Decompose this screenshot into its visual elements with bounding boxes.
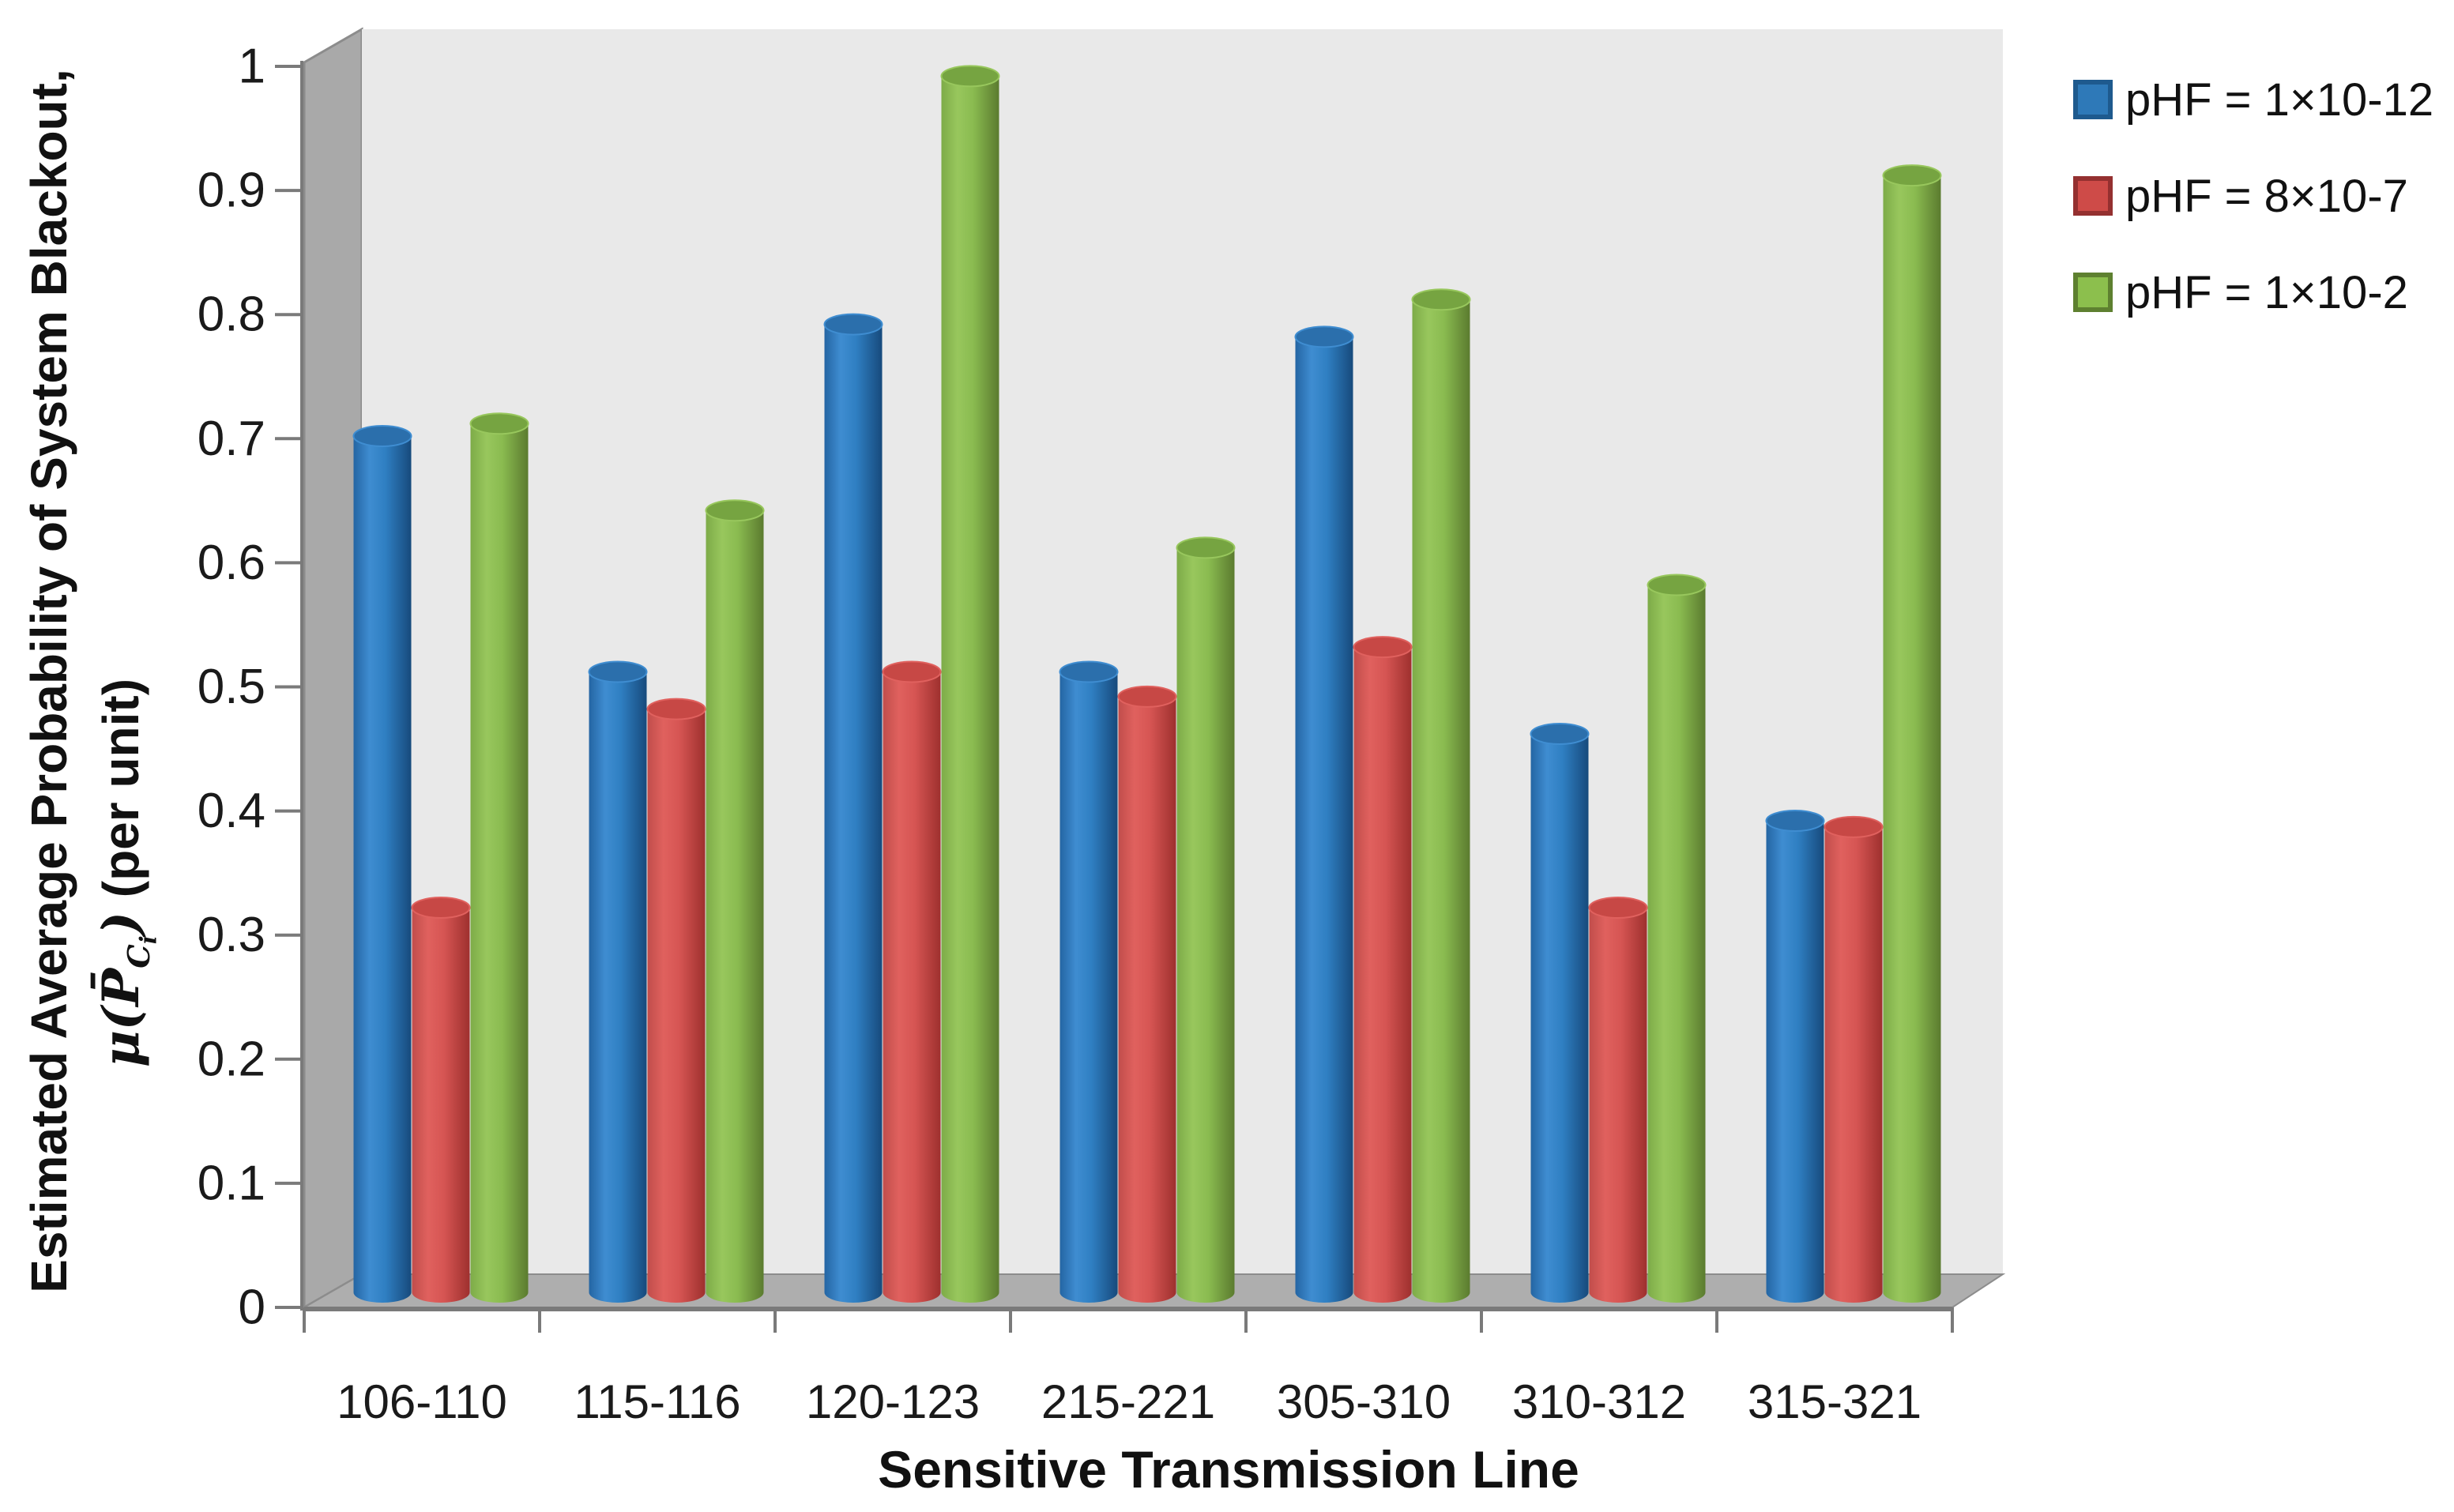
legend-swatch-1 bbox=[2073, 80, 2113, 119]
bar-305-310-series1 bbox=[1294, 325, 1354, 1303]
y-tick-label-0: 0 bbox=[239, 1281, 265, 1335]
x-category-label-120-123: 120-123 bbox=[806, 1375, 980, 1428]
y-axis-title-line1: Estimated Average Probability of System … bbox=[21, 69, 77, 1293]
y-tick-label-0.9: 0.9 bbox=[198, 164, 265, 218]
legend-label-3: pHF = 1×10-2 bbox=[2125, 266, 2408, 318]
bar-120-123-series3 bbox=[940, 65, 1000, 1303]
left-wall bbox=[303, 27, 363, 1310]
x-category-label-310-312: 310-312 bbox=[1512, 1375, 1686, 1428]
math-mu-expression: μ(P̄Ci) bbox=[91, 912, 162, 1068]
legend-item-3: pHF = 1×10-2 bbox=[2073, 266, 2433, 318]
bar-315-321-series1 bbox=[1765, 810, 1825, 1303]
per-unit-label: (per unit) bbox=[92, 678, 149, 912]
y-tick-label-0.8: 0.8 bbox=[198, 288, 265, 342]
legend-item-1: pHF = 1×10-12 bbox=[2073, 73, 2434, 126]
y-tick-label-1: 1 bbox=[239, 39, 265, 94]
legend-label-1: pHF = 1×10-12 bbox=[2125, 73, 2434, 126]
bar-120-123-series1 bbox=[823, 313, 883, 1303]
x-category-label-315-321: 315-321 bbox=[1748, 1375, 1921, 1428]
y-tick-label-0.3: 0.3 bbox=[198, 908, 265, 962]
bar-115-116-series2 bbox=[646, 698, 706, 1303]
bar-315-321-series3 bbox=[1882, 164, 1942, 1303]
x-category-label-115-116: 115-116 bbox=[574, 1375, 740, 1428]
bar-115-116-series3 bbox=[705, 499, 765, 1303]
legend-label-2: pHF = 8×10-7 bbox=[2125, 170, 2408, 222]
x-category-label-305-310: 305-310 bbox=[1277, 1375, 1451, 1428]
bar-106-110-series1 bbox=[352, 425, 412, 1303]
bar-305-310-series3 bbox=[1411, 288, 1471, 1303]
y-tick-label-0.5: 0.5 bbox=[198, 660, 265, 714]
bar-310-312-series1 bbox=[1530, 723, 1590, 1303]
legend: pHF = 1×10-12 pHF = 8×10-7 pHF = 1×10-2 bbox=[2073, 73, 2434, 365]
bar-310-312-series3 bbox=[1647, 574, 1707, 1303]
x-axis-title: Sensitive Transmission Line bbox=[878, 1440, 1579, 1499]
bar-115-116-series1 bbox=[588, 660, 648, 1303]
y-axis-title-line2: μ(P̄Ci) (per unit) bbox=[92, 679, 161, 1067]
legend-swatch-2 bbox=[2073, 176, 2113, 216]
x-category-label-215-221: 215-221 bbox=[1041, 1375, 1215, 1428]
y-tick-label-0.4: 0.4 bbox=[198, 784, 265, 838]
legend-swatch-3 bbox=[2073, 273, 2113, 312]
bar-310-312-series2 bbox=[1588, 896, 1648, 1303]
bar-215-221-series3 bbox=[1176, 536, 1236, 1303]
y-tick-label-0.2: 0.2 bbox=[198, 1032, 265, 1086]
y-tick-label-0.7: 0.7 bbox=[198, 412, 265, 466]
bar-305-310-series2 bbox=[1353, 636, 1413, 1303]
x-category-label-106-110: 106-110 bbox=[337, 1375, 507, 1428]
bar-120-123-series2 bbox=[882, 660, 942, 1303]
bar-215-221-series1 bbox=[1059, 660, 1119, 1303]
legend-item-2: pHF = 8×10-7 bbox=[2073, 170, 2433, 222]
bar-106-110-series2 bbox=[411, 896, 471, 1303]
bar-106-110-series3 bbox=[469, 412, 529, 1303]
bar-315-321-series2 bbox=[1824, 815, 1884, 1303]
y-tick-label-0.6: 0.6 bbox=[198, 536, 265, 590]
bar-215-221-series2 bbox=[1117, 685, 1177, 1303]
y-tick-label-0.1: 0.1 bbox=[198, 1156, 265, 1210]
